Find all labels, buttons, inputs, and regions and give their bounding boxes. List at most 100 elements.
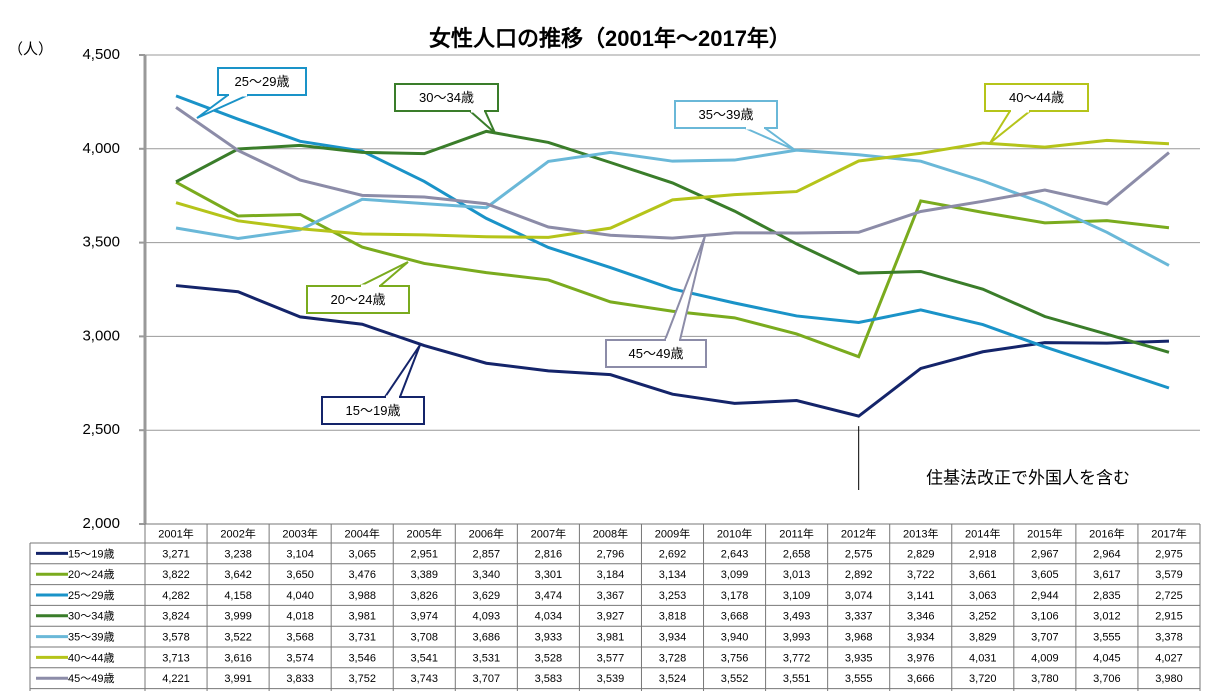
table-cell: 3,238 [224, 548, 252, 560]
series-line [175, 148, 1170, 267]
table-cell: 3,976 [907, 652, 935, 664]
table-cell: 3,940 [721, 632, 749, 644]
callout-label: 30～34歳 [419, 90, 474, 105]
table-cell: 2,725 [1155, 590, 1183, 602]
table-cell: 3,981 [597, 632, 625, 644]
x-tick-label: 2006年 [469, 526, 504, 540]
table-cell: 2,918 [969, 548, 997, 560]
table-cell: 2,643 [721, 548, 749, 560]
table-cell: 4,158 [224, 590, 252, 602]
series-line [175, 94, 1170, 390]
table-cell: 3,493 [783, 611, 811, 623]
table-cell: 3,552 [721, 673, 749, 685]
table-cell: 3,822 [162, 569, 190, 581]
table-cell: 3,524 [659, 673, 687, 685]
callout-pointer [383, 344, 421, 398]
table-cell: 3,271 [162, 548, 190, 560]
table-cell: 2,944 [1031, 590, 1059, 602]
table-cell: 3,476 [348, 569, 376, 581]
table-cell: 2,796 [597, 548, 625, 560]
x-tick-label: 2004年 [344, 526, 379, 540]
table-cell: 3,980 [1155, 673, 1183, 685]
y-tick-label: 2,000 [82, 515, 120, 532]
table-cell: 3,706 [1093, 673, 1121, 685]
series-line [175, 138, 1170, 239]
table-cell: 3,824 [162, 611, 190, 623]
table-cell: 3,528 [535, 652, 563, 664]
table-cell: 4,027 [1155, 652, 1183, 664]
callout-label: 25～29歳 [235, 74, 290, 89]
table-cell: 3,780 [1031, 673, 1059, 685]
table-cell: 4,009 [1031, 652, 1059, 664]
y-tick-label: 4,000 [82, 140, 120, 157]
chart-title: 女性人口の推移（2001年～2017年） [429, 26, 791, 51]
table-cell: 4,221 [162, 673, 190, 685]
series-line [175, 106, 1170, 240]
table-cell: 3,474 [535, 590, 563, 602]
table-cell: 3,708 [410, 632, 438, 644]
y-tick-label: 3,500 [82, 234, 120, 251]
table-cell: 3,579 [1155, 569, 1183, 581]
table-cell: 3,568 [286, 632, 314, 644]
table-cell: 3,178 [721, 590, 749, 602]
x-tick-label: 2012年 [841, 526, 876, 540]
legend-label: 40～44歳 [68, 651, 114, 664]
table-cell: 3,104 [286, 548, 314, 560]
table-cell: 3,829 [969, 632, 997, 644]
callout-pointer [989, 110, 1033, 144]
table-cell: 3,555 [845, 673, 873, 685]
table-cell: 3,999 [224, 611, 252, 623]
table-cell: 3,099 [721, 569, 749, 581]
table-cell: 4,031 [969, 652, 997, 664]
callout-pointer [467, 110, 496, 134]
table-cell: 2,892 [845, 569, 873, 581]
table-cell: 3,707 [473, 673, 501, 685]
x-tick-label: 2015年 [1027, 526, 1062, 540]
table-cell: 3,065 [348, 548, 376, 560]
table-cell: 4,040 [286, 590, 314, 602]
table-cell: 2,967 [1031, 548, 1059, 560]
callout-box [306, 285, 410, 314]
callout-label: 35～39歳 [699, 107, 754, 122]
callout-box [674, 100, 778, 129]
table-cell: 3,720 [969, 673, 997, 685]
table-cell: 3,818 [659, 611, 687, 623]
table-cell: 3,367 [597, 590, 625, 602]
table-cell: 3,346 [907, 611, 935, 623]
y-tick-label: 3,000 [82, 327, 120, 344]
y-tick-label: 2,500 [82, 421, 120, 438]
x-tick-label: 2009年 [655, 526, 690, 540]
table-cell: 3,981 [348, 611, 376, 623]
table-cell: 3,772 [783, 652, 811, 664]
table-cell: 3,539 [597, 673, 625, 685]
table-cell: 3,933 [535, 632, 563, 644]
table-cell: 3,661 [969, 569, 997, 581]
table-cell: 3,934 [907, 632, 935, 644]
legend-label: 35～39歳 [68, 631, 114, 644]
table-cell: 2,575 [845, 548, 873, 560]
table-cell: 3,184 [597, 569, 625, 581]
y-axis-label: （人） [8, 41, 53, 58]
table-cell: 2,692 [659, 548, 687, 560]
series-line [175, 129, 1170, 354]
callout-box [217, 67, 307, 96]
table-cell: 3,934 [659, 632, 687, 644]
x-tick-label: 2011年 [779, 526, 814, 540]
table-cell: 3,301 [535, 569, 563, 581]
table-cell: 3,668 [721, 611, 749, 623]
table-cell: 3,583 [535, 673, 563, 685]
x-tick-label: 2013年 [903, 526, 938, 540]
table-cell: 3,707 [1031, 632, 1059, 644]
table-cell: 3,074 [845, 590, 873, 602]
table-cell: 3,574 [286, 652, 314, 664]
table-cell: 3,577 [597, 652, 625, 664]
x-tick-label: 2001年 [158, 526, 193, 540]
table-cell: 3,756 [721, 652, 749, 664]
series-line [175, 284, 1170, 418]
callout-box [984, 83, 1089, 112]
table-cell: 3,252 [969, 611, 997, 623]
table-cell: 3,337 [845, 611, 873, 623]
callout-box [321, 396, 425, 425]
table-cell: 2,857 [473, 548, 501, 560]
